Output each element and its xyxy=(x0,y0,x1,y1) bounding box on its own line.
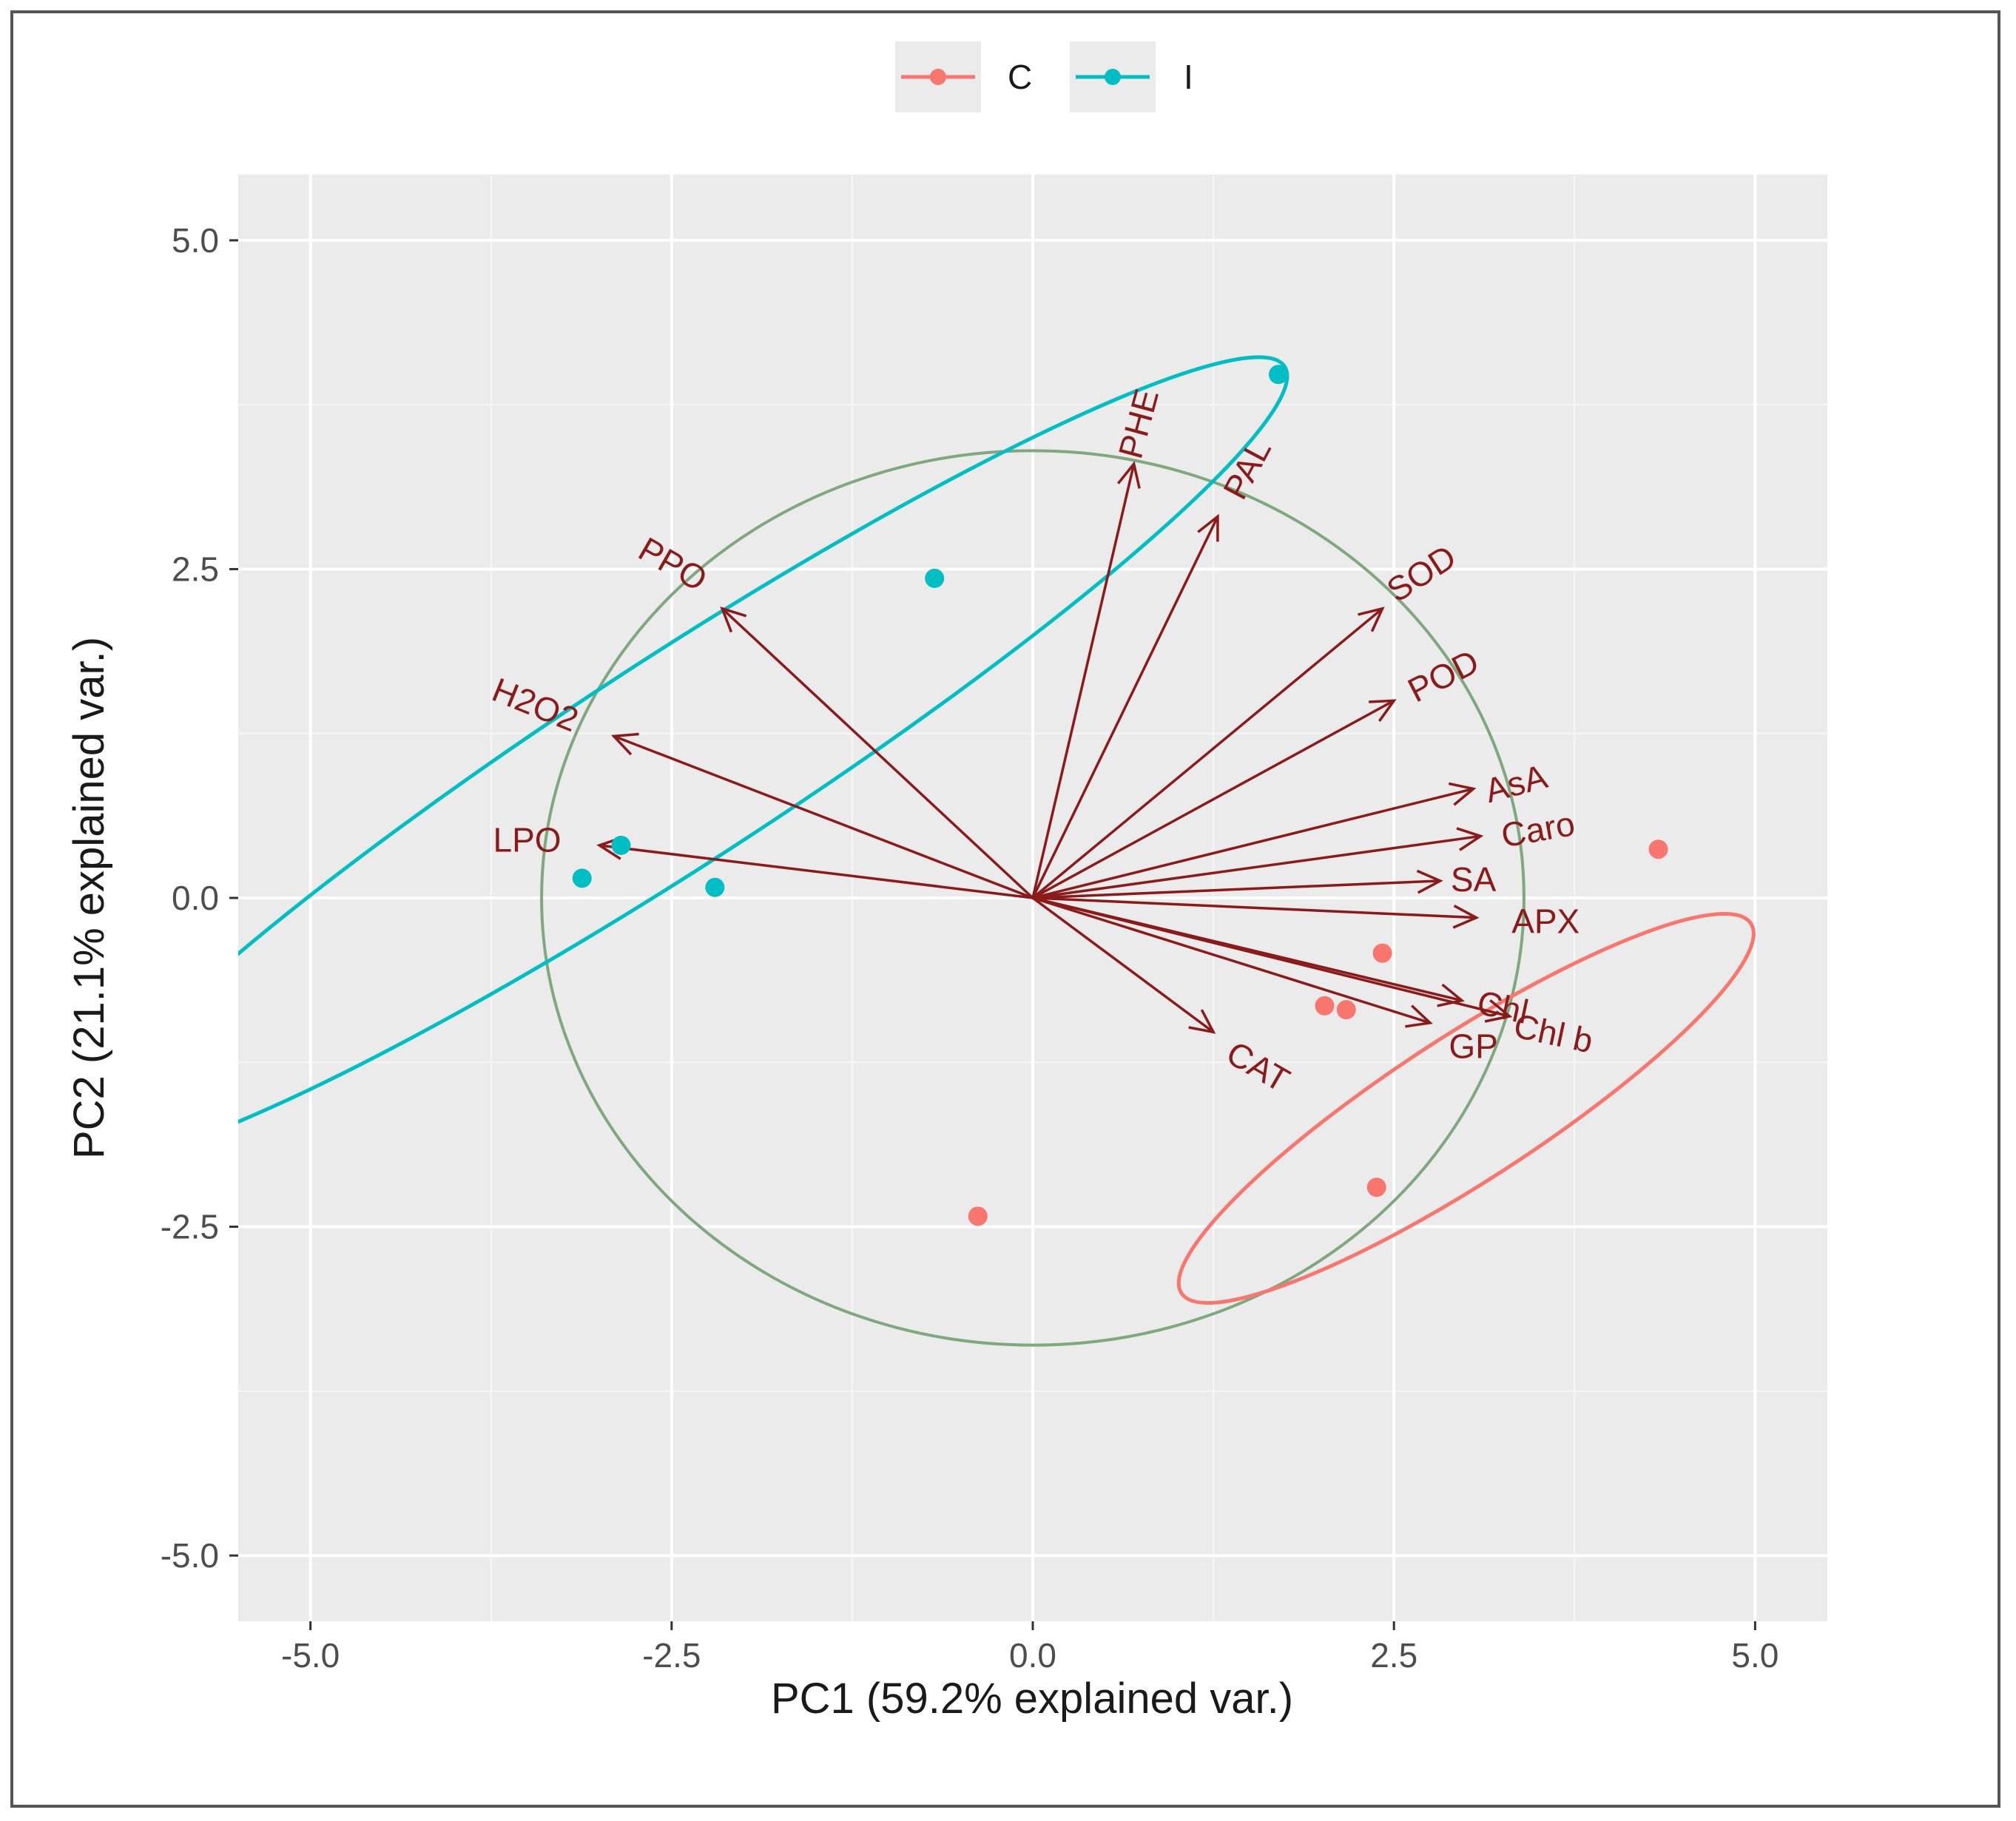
variable-label-sa: SA xyxy=(1451,860,1497,899)
arrowhead-asa xyxy=(1448,782,1477,806)
arrowhead-apx xyxy=(1452,904,1480,929)
legend: C I xyxy=(895,41,1193,112)
x-tick-label: 2.5 xyxy=(1370,1636,1417,1675)
score-points xyxy=(572,365,1668,1226)
point-c xyxy=(1336,1000,1356,1020)
arrowhead-phe xyxy=(1116,461,1141,489)
variable-label-gp: GP xyxy=(1449,1027,1497,1066)
arrow-cat xyxy=(1031,896,1215,1033)
arrowhead-pal xyxy=(1197,513,1219,542)
point-i xyxy=(611,835,631,855)
ellipse-c xyxy=(1176,911,1756,1305)
correlation-circle-layer xyxy=(540,449,1526,1347)
arrowhead-sa xyxy=(1416,869,1443,894)
arrowhead-ppo xyxy=(720,607,747,633)
arrow-apx xyxy=(1032,896,1477,919)
y-tick-label: -5.0 xyxy=(161,1536,219,1575)
point-c xyxy=(968,1206,988,1226)
arrow-chl-b xyxy=(1032,896,1510,1018)
point-i xyxy=(925,568,945,588)
arrowhead-pod xyxy=(1369,699,1397,722)
arrowhead-h2o2 xyxy=(610,732,639,756)
x-axis-title: PC1 (59.2% explained var.) xyxy=(771,1675,1293,1723)
arrow-caro xyxy=(1032,834,1481,899)
arrowhead-chl-b xyxy=(1484,999,1513,1023)
point-i xyxy=(1268,365,1288,385)
x-tick-label: 5.0 xyxy=(1731,1636,1779,1675)
x-tick-label: -2.5 xyxy=(642,1636,701,1675)
arrowhead-sod xyxy=(1358,607,1385,632)
arrow-gp xyxy=(1032,896,1431,1024)
arrow-asa xyxy=(1032,787,1474,899)
point-i xyxy=(705,877,725,897)
legend-label-i: I xyxy=(1184,58,1193,96)
legend-label-c: C xyxy=(1008,58,1032,96)
arrow-pod xyxy=(1032,699,1395,899)
point-i xyxy=(572,868,592,888)
legend-dot-i xyxy=(1105,69,1121,85)
arrow-lpo xyxy=(599,844,1034,899)
arrowhead-gp xyxy=(1405,1004,1433,1028)
group-ellipses xyxy=(238,355,1756,1305)
point-c xyxy=(1315,996,1335,1016)
arrow-phe xyxy=(1031,463,1136,899)
variable-label-lpo: LPO xyxy=(493,820,562,859)
arrow-sod xyxy=(1031,607,1383,899)
point-c xyxy=(1372,943,1392,963)
variable-label-apx: APX xyxy=(1511,902,1580,941)
y-tick-label: 5.0 xyxy=(172,221,219,260)
point-c xyxy=(1648,839,1668,859)
correlation-circle xyxy=(540,449,1526,1347)
arrowhead-cat xyxy=(1188,1009,1216,1034)
ellipse-i xyxy=(238,355,1290,1165)
arrow-sa xyxy=(1032,879,1440,899)
axis-ticks: -5.0 -2.5 0.0 2.5 5.0 -5.0 -2.5 0.0 2.5 5.0 xyxy=(161,221,1779,1675)
x-tick-label: 0.0 xyxy=(1009,1636,1056,1675)
arrowhead-caro xyxy=(1456,827,1484,851)
y-tick-label: 2.5 xyxy=(172,550,219,588)
arrow-ppo xyxy=(721,607,1034,899)
arrowhead-chl xyxy=(1437,983,1465,1007)
arrow-h2o2 xyxy=(613,734,1034,899)
y-tick-label: 0.0 xyxy=(172,879,219,917)
y-axis-title: PC2 (21.1% explained var.) xyxy=(65,637,113,1159)
point-c xyxy=(1366,1178,1386,1197)
arrow-pal xyxy=(1031,516,1219,899)
y-tick-label: -2.5 xyxy=(161,1208,219,1246)
legend-dot-c xyxy=(930,69,946,85)
x-tick-label: -5.0 xyxy=(281,1636,340,1675)
